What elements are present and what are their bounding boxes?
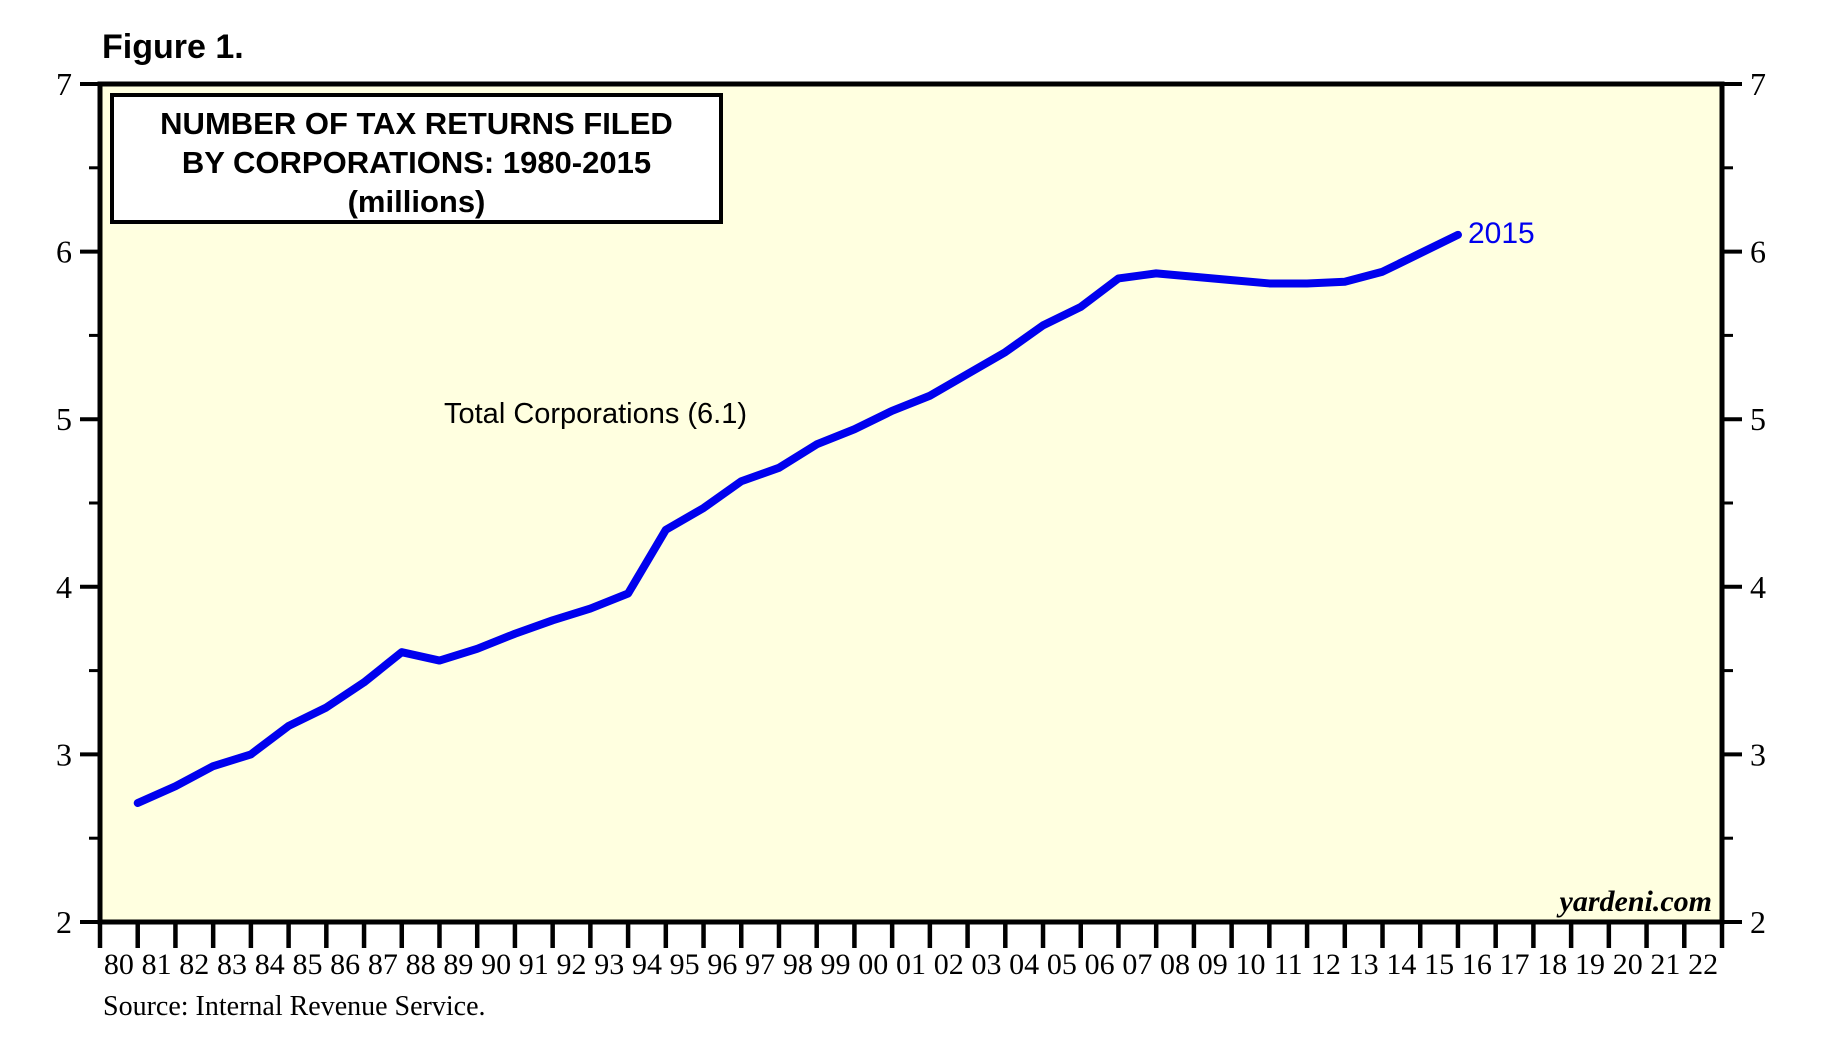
x-axis-label: 18 (1537, 948, 1567, 981)
x-axis-label: 89 (443, 948, 473, 981)
x-axis-label: 03 (971, 948, 1001, 981)
x-axis-label: 99 (821, 948, 851, 981)
chart-title-line: NUMBER OF TAX RETURNS FILED (160, 106, 673, 141)
y-axis-label-left: 6 (56, 234, 72, 270)
y-axis-label-right: 5 (1750, 401, 1766, 437)
x-axis-label: 05 (1047, 948, 1077, 981)
x-axis-label: 83 (217, 948, 247, 981)
x-axis-label: 19 (1575, 948, 1605, 981)
x-axis-label: 91 (519, 948, 549, 981)
x-axis-label: 96 (707, 948, 737, 981)
x-axis-label: 09 (1198, 948, 1228, 981)
x-axis-label: 85 (292, 948, 322, 981)
x-axis-label: 07 (1122, 948, 1152, 981)
x-axis-label: 97 (745, 948, 775, 981)
x-axis-label: 06 (1085, 948, 1115, 981)
watermark: yardeni.com (1559, 885, 1712, 918)
x-axis-label: 13 (1349, 948, 1379, 981)
total-corporations-line (133, 230, 1462, 808)
series-annotation: Total Corporations (6.1) (444, 398, 748, 430)
x-axis-label: 81 (142, 948, 172, 981)
y-axis-label-left: 3 (56, 736, 72, 772)
y-axis-label-right: 2 (1750, 904, 1766, 940)
x-axis-label: 87 (368, 948, 398, 981)
y-axis-label-left: 5 (56, 401, 72, 437)
x-axis-label: 08 (1160, 948, 1190, 981)
x-axis-label: 14 (1386, 948, 1416, 981)
source-note: Source: Internal Revenue Service. (103, 991, 486, 1022)
y-axis-label-left: 4 (56, 569, 72, 605)
x-axis-label: 12 (1311, 948, 1341, 981)
x-axis-label: 04 (1009, 948, 1039, 981)
x-axis-label: 82 (179, 948, 209, 981)
chart-title-box: NUMBER OF TAX RETURNS FILED BY CORPORATI… (110, 93, 723, 224)
x-axis-label: 02 (934, 948, 964, 981)
x-axis-label: 86 (330, 948, 360, 981)
x-axis-label: 93 (594, 948, 624, 981)
x-axis-label: 90 (481, 948, 511, 981)
x-axis-label: 94 (632, 948, 662, 981)
x-axis-label: 98 (783, 948, 813, 981)
x-axis-label: 11 (1274, 948, 1303, 981)
x-axis-label: 01 (896, 948, 926, 981)
y-axis-label-left: 2 (56, 904, 72, 940)
x-axis-label: 92 (557, 948, 587, 981)
y-axis-label-right: 4 (1750, 569, 1766, 605)
chart-title-line: BY CORPORATIONS: 1980-2015 (181, 145, 652, 180)
chart-title-line: (millions) (347, 184, 486, 219)
line-end-year-label: 2015 (1468, 217, 1535, 250)
x-axis-label: 84 (255, 948, 285, 981)
y-axis-label-left: 7 (56, 66, 72, 102)
x-axis-label: 17 (1500, 948, 1530, 981)
x-axis-label: 15 (1424, 948, 1454, 981)
y-axis-label-right: 6 (1750, 234, 1766, 270)
x-axis-label: 88 (406, 948, 436, 981)
figure-label: Figure 1. (102, 28, 244, 66)
x-axis-label: 80 (104, 948, 134, 981)
y-axis-label-right: 3 (1750, 736, 1766, 772)
x-axis-label: 00 (858, 948, 888, 981)
x-axis-label: 22 (1688, 948, 1718, 981)
y-axis-label-right: 7 (1750, 66, 1766, 102)
x-axis-label: 20 (1613, 948, 1643, 981)
x-axis-label: 21 (1650, 948, 1680, 981)
x-axis-label: 10 (1235, 948, 1265, 981)
x-axis-label: 16 (1462, 948, 1492, 981)
x-axis-label: 95 (670, 948, 700, 981)
